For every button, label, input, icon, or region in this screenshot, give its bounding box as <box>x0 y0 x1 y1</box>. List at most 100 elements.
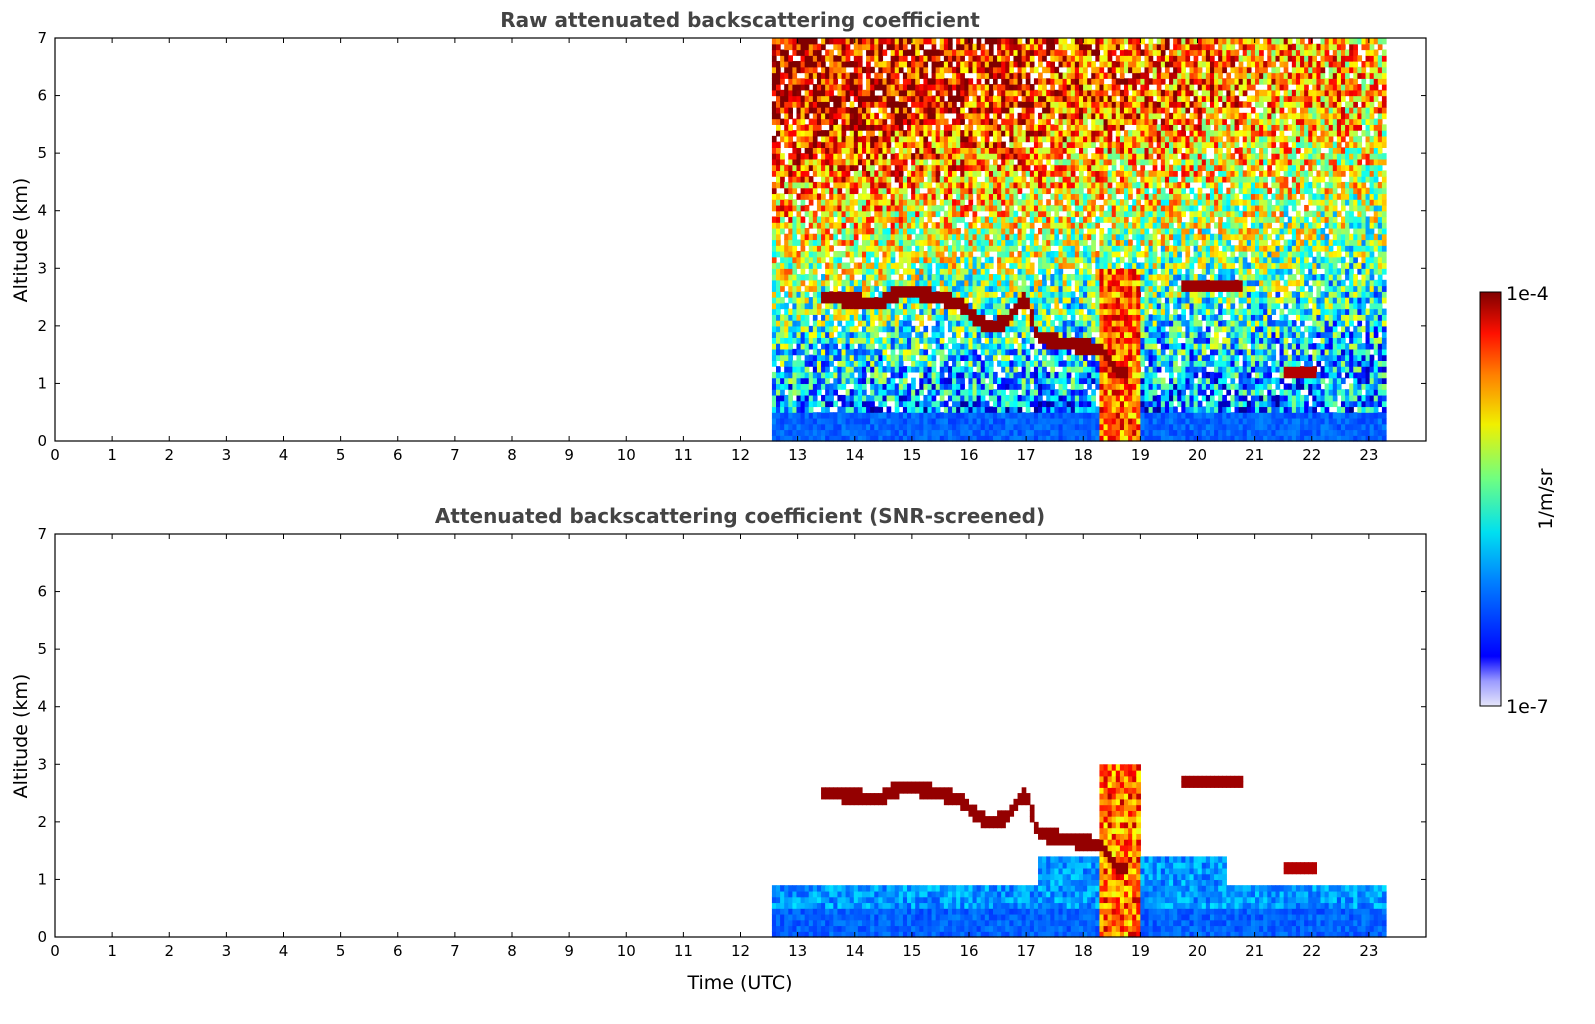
heatmap-cell <box>841 302 847 310</box>
heatmap-cell <box>853 394 859 402</box>
heatmap-cell <box>812 153 818 160</box>
heatmap-cell <box>1042 176 1047 183</box>
heatmap-cell <box>776 325 781 333</box>
heatmap-cell <box>1066 343 1072 350</box>
heatmap-cell <box>943 89 949 97</box>
heatmap-cell <box>1078 354 1084 361</box>
heatmap-cell <box>1009 222 1015 229</box>
heatmap-cell <box>808 216 814 223</box>
heatmap-cell <box>1062 262 1068 269</box>
heatmap-cell <box>816 164 822 172</box>
heatmap-cell <box>960 170 965 177</box>
heatmap-cell <box>784 245 789 252</box>
heatmap-cell <box>1042 239 1047 246</box>
heatmap-cell <box>1074 61 1080 68</box>
heatmap-cell <box>825 38 830 45</box>
heatmap-cell <box>780 274 785 281</box>
heatmap-cell <box>800 153 806 160</box>
heatmap-cell <box>1066 337 1072 344</box>
heatmap-cell <box>857 49 863 56</box>
heatmap-cell <box>1025 245 1031 252</box>
heatmap-cell <box>1038 164 1043 172</box>
heatmap-cell <box>857 38 863 45</box>
heatmap-cell <box>907 331 912 338</box>
heatmap-cell <box>960 348 965 356</box>
heatmap-cell <box>952 130 957 137</box>
heatmap-cell <box>780 222 785 229</box>
heatmap-cell <box>853 348 859 356</box>
heatmap-cell <box>796 417 802 425</box>
heatmap-cell <box>874 84 879 91</box>
heatmap-cell <box>874 297 879 304</box>
heatmap-cell <box>923 417 929 425</box>
heatmap-cell <box>968 89 974 97</box>
heatmap-cell <box>947 176 953 183</box>
heatmap-cell <box>825 55 830 62</box>
heatmap-cell <box>964 268 970 275</box>
heatmap-cell <box>939 331 945 338</box>
heatmap-cell <box>845 417 851 425</box>
heatmap-cell <box>788 153 793 160</box>
heatmap-cell <box>1074 320 1080 327</box>
heatmap-cell <box>898 43 904 51</box>
heatmap-cell <box>845 141 851 148</box>
heatmap-cell <box>902 118 908 125</box>
heatmap-cell <box>976 101 982 108</box>
heatmap-cell <box>1099 366 1105 373</box>
heatmap-cell <box>800 170 806 177</box>
heatmap-cell <box>1009 187 1015 195</box>
heatmap-cell <box>907 429 912 436</box>
heatmap-cell <box>821 354 826 361</box>
heatmap-cell <box>939 107 945 114</box>
heatmap-cell <box>923 337 929 344</box>
heatmap-cell <box>976 389 982 396</box>
heatmap-cell <box>915 181 920 189</box>
heatmap-cell <box>923 89 929 97</box>
heatmap-cell <box>833 239 839 246</box>
heatmap-cell <box>980 274 986 281</box>
heatmap-cell <box>1005 337 1010 344</box>
heatmap-cell <box>780 210 785 218</box>
heatmap-cell <box>886 158 892 166</box>
heatmap-cell <box>1095 285 1101 292</box>
heatmap-cell <box>915 222 920 229</box>
heatmap-cell <box>911 135 916 143</box>
heatmap-cell <box>1013 153 1019 160</box>
heatmap-cell <box>1009 314 1015 321</box>
heatmap-cell <box>923 101 929 108</box>
heatmap-cell <box>915 337 920 344</box>
heatmap-cell <box>1017 66 1023 74</box>
heatmap-cell <box>800 308 806 315</box>
heatmap-cell <box>939 291 945 298</box>
heatmap-cell <box>919 227 924 235</box>
heatmap-cell <box>1066 274 1072 281</box>
heatmap-cell <box>776 343 781 350</box>
heatmap-cell <box>947 66 953 74</box>
heatmap-cell <box>800 245 806 252</box>
heatmap-cell <box>771 285 777 292</box>
heatmap-cell <box>1009 141 1015 148</box>
heatmap-cell <box>988 423 994 431</box>
heatmap-cell <box>837 124 843 131</box>
heatmap-cell <box>874 331 879 338</box>
heatmap-cell <box>960 302 965 310</box>
heatmap-cell <box>927 112 933 120</box>
heatmap-cell <box>952 164 957 172</box>
heatmap-cell <box>796 343 802 350</box>
heatmap-cell <box>956 360 961 367</box>
heatmap-cell <box>825 366 830 373</box>
heatmap-cell <box>1050 371 1055 379</box>
heatmap-cell <box>907 291 912 298</box>
heatmap-cell <box>939 371 945 379</box>
heatmap-cell <box>1009 343 1015 350</box>
heatmap-cell <box>874 274 879 281</box>
heatmap-cell <box>841 285 847 292</box>
heatmap-cell <box>788 262 793 269</box>
heatmap-cell <box>1042 147 1047 154</box>
heatmap-cell <box>804 291 810 298</box>
heatmap-cell <box>1054 135 1060 143</box>
heatmap-cell <box>857 147 863 154</box>
heatmap-cell <box>886 124 892 131</box>
heatmap-cell <box>821 170 826 177</box>
heatmap-cell <box>1078 204 1084 212</box>
